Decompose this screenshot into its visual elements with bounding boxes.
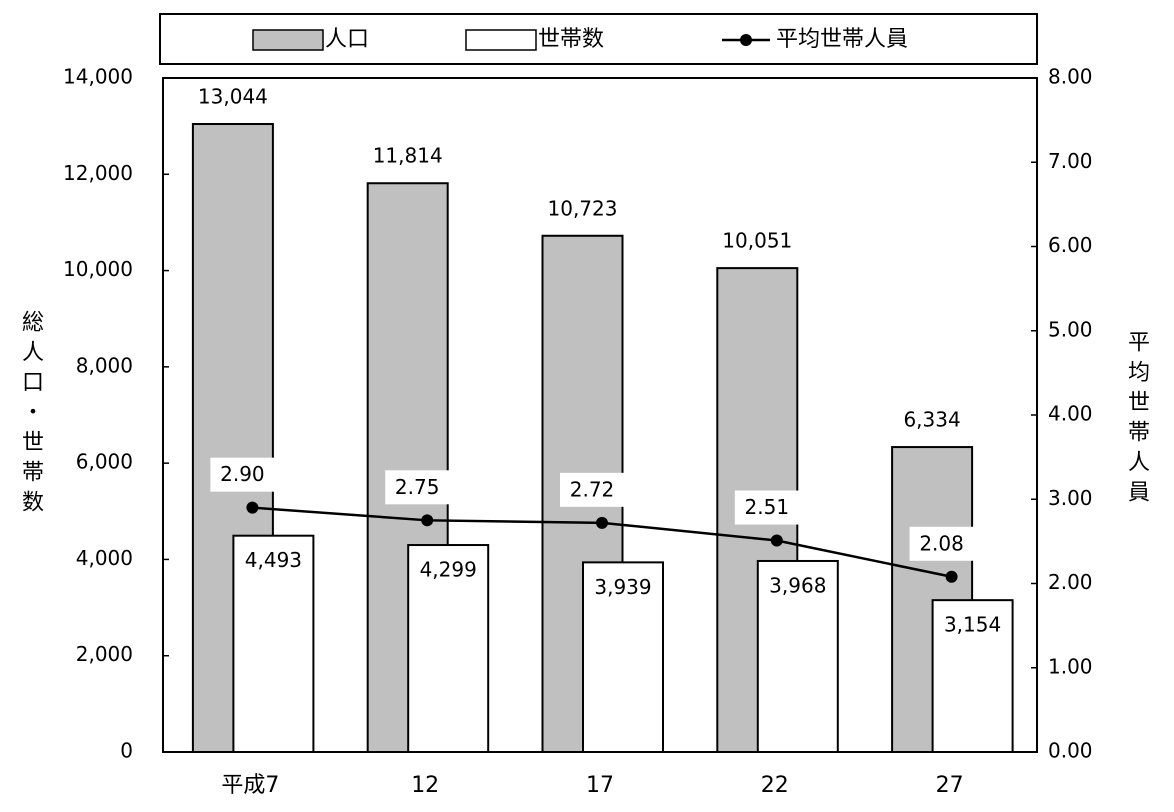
- y-tick-label: 6,000: [76, 450, 133, 474]
- value-label: 2.75: [395, 475, 440, 499]
- y-tick-label: 14,000: [63, 65, 133, 89]
- y2-tick-label: 2.00: [1048, 570, 1093, 594]
- bar: [931, 599, 1014, 753]
- bar: [582, 561, 664, 754]
- bar: [756, 559, 839, 753]
- value-label: 4,493: [245, 548, 302, 572]
- bar: [407, 544, 490, 754]
- x-tick-label: 27: [936, 773, 964, 798]
- line-point: [770, 534, 783, 547]
- value-label: 13,044: [198, 85, 268, 109]
- y2-tick-label: 0.00: [1048, 739, 1093, 763]
- value-label-box: [560, 472, 624, 507]
- x-tick-label: 17: [586, 773, 614, 798]
- legend-swatch: [465, 29, 537, 51]
- y-tick-label: 4,000: [76, 546, 133, 570]
- y-tick-label: 0: [120, 739, 133, 763]
- value-label: 2.90: [220, 462, 265, 486]
- legend-marker: [740, 34, 752, 46]
- legend-swatch: [252, 29, 324, 51]
- y2-tick-label: 8.00: [1048, 65, 1093, 89]
- y-tick-label: 8,000: [76, 353, 133, 377]
- y-tick-label: 10,000: [63, 257, 133, 281]
- value-label: 11,814: [373, 144, 443, 168]
- value-label: 4,299: [420, 558, 477, 582]
- value-label: 2.72: [570, 477, 615, 501]
- y2-tick-label: 6.00: [1048, 233, 1093, 257]
- y2-axis-title: 平均世帯人員: [1124, 330, 1150, 510]
- x-tick-label: 12: [411, 773, 439, 798]
- value-label: 10,723: [548, 196, 618, 220]
- y-axis-title: 総人口・世帯数: [18, 310, 44, 520]
- legend-label: 人口: [325, 27, 369, 52]
- x-tick-label: 22: [761, 773, 789, 798]
- plot-frame: [162, 77, 1038, 753]
- y-tick-label: 12,000: [63, 161, 133, 185]
- value-label: 3,939: [594, 575, 651, 599]
- value-label: 10,051: [722, 229, 792, 253]
- y2-tick-label: 3.00: [1048, 486, 1093, 510]
- legend-label: 平均世帯人員: [776, 27, 908, 52]
- value-label-box: [734, 490, 799, 525]
- x-tick-label: 平成7: [221, 773, 279, 798]
- y2-tick-label: 5.00: [1048, 317, 1093, 341]
- line-point: [596, 516, 608, 529]
- bar: [232, 534, 315, 754]
- y2-tick-label: 7.00: [1048, 149, 1093, 173]
- line-point: [246, 501, 259, 514]
- y2-tick-label: 1.00: [1048, 654, 1093, 678]
- value-label: 3,968: [769, 573, 826, 597]
- value-label: 6,334: [903, 408, 960, 432]
- value-label-box: [385, 470, 450, 505]
- line-point: [421, 514, 434, 527]
- y2-tick-label: 4.00: [1048, 402, 1093, 426]
- y-tick-label: 2,000: [76, 642, 133, 666]
- value-label: 2.08: [919, 531, 964, 555]
- legend-label: 世帯数: [538, 27, 604, 52]
- value-label-box: [909, 526, 974, 561]
- value-label: 3,154: [944, 613, 1001, 637]
- value-label-box: [210, 457, 275, 492]
- value-label: 2.51: [745, 495, 790, 519]
- line-point: [945, 570, 958, 583]
